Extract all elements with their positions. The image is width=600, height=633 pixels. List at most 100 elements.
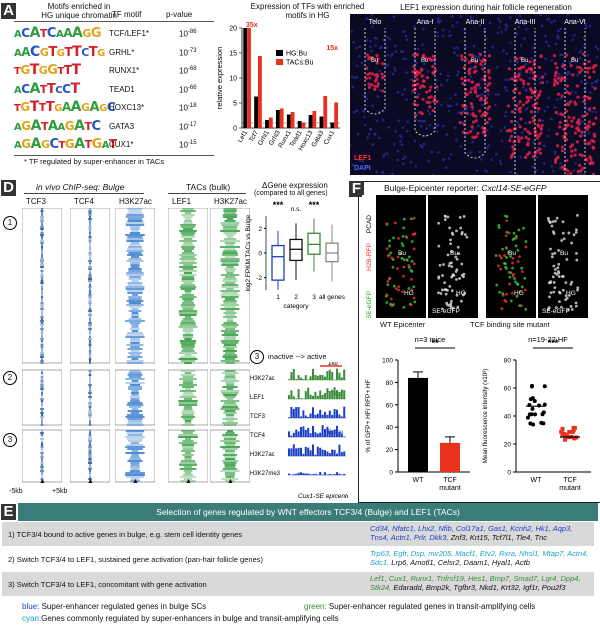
signal-stripe [224,338,235,340]
lef1-cell [577,129,580,132]
track-signal [312,444,314,456]
nucleus [487,144,490,147]
nucleus [450,105,453,108]
signal-stripe [127,348,142,350]
signal-stripe [89,380,91,382]
nucleus [591,85,594,88]
signal-stripe [89,340,91,342]
nucleus [482,64,485,67]
y-tick-label: 40 [386,425,394,432]
signal-stripe [224,456,235,458]
nucleus [490,125,493,128]
cell [413,217,416,220]
motif-pvalue: 10-66 [179,85,197,95]
lef1-cell [591,162,594,165]
signal-stripe [41,418,43,420]
cell [397,237,400,240]
nucleus [597,48,600,51]
nucleus [402,58,405,61]
lef1-cell [583,62,586,65]
nucleus [489,22,492,25]
legend-swatch [276,50,283,56]
nucleus [445,166,448,169]
signal-stripe [41,252,43,254]
track-label: LEF1 [250,395,265,401]
signal-stripe [40,258,44,260]
lef1-cell [554,161,557,164]
nucleus [351,76,354,79]
cell [513,237,516,240]
signal-stripe [129,318,142,320]
signal-stripe [127,236,142,238]
bar [298,121,302,128]
track-signal [307,388,309,399]
cell [450,261,453,264]
track-signal [302,379,304,380]
track-signal [326,452,328,456]
panel-e-title: Selection of genes regulated by WNT effe… [18,503,598,521]
signal-stripe [222,460,238,462]
nucleus [574,162,577,165]
track-signal [331,449,333,456]
signal-stripe [181,256,194,258]
lef1-cell [476,132,479,135]
signal-stripe [40,320,44,322]
signal-stripe [89,362,91,364]
nucleus [516,61,519,64]
signal-stripe [180,322,195,324]
signal-stripe [127,460,142,462]
lef1-cell [519,125,522,128]
lef1-cell [539,90,542,93]
lef1-cell [478,109,481,112]
signal-stripe [222,372,238,374]
lef1-cell [593,64,596,67]
signal-stripe [181,346,195,348]
cell [495,254,498,257]
signal-stripe [182,444,194,446]
lef1-cell [367,83,370,86]
lef1-cell [467,79,470,82]
signal-stripe [223,468,237,470]
signal-stripe [89,272,91,274]
lef1-cell [368,76,371,79]
signal-stripe [222,448,237,450]
sig-ns: n.s. [291,206,302,213]
lef1-cell [536,96,539,99]
lef1-cell [538,66,541,69]
nucleus [486,147,489,150]
nucleus [508,78,511,81]
track-signal [331,372,333,380]
nucleus [477,125,480,128]
lef1-cell [517,75,520,78]
signal-stripe [222,262,238,264]
signal-stripe [89,420,91,422]
lef1-cell [524,136,527,139]
signal-stripe [223,228,237,230]
cell [575,259,578,262]
signal-stripe [223,226,237,228]
center-marker-icon: ▲ [132,478,139,485]
motif-logo: TGTTTGAAGAGC [14,99,115,115]
fluorescence-dot-chart: n=19-22 HF***806040200Mean fluorescence … [478,330,598,500]
signal-stripe [127,220,142,222]
cell [396,267,399,270]
lef1-cell [576,66,579,69]
cell [456,258,459,261]
signal-stripe [221,308,240,310]
cell [551,255,554,258]
signal-stripe [182,244,194,246]
cell [509,271,512,274]
track-signal [290,372,292,380]
signal-stripe [220,230,240,232]
signal-stripe [220,290,239,292]
signal-stripe [41,440,42,442]
panel-letter-a: A [1,3,16,19]
nucleus [585,82,588,85]
signal-stripe [129,210,142,212]
signal-stripe [180,224,196,226]
nucleus [355,47,358,50]
cell [525,240,528,243]
cell [498,226,501,229]
signal-stripe [224,424,237,426]
signal-stripe [126,216,144,218]
